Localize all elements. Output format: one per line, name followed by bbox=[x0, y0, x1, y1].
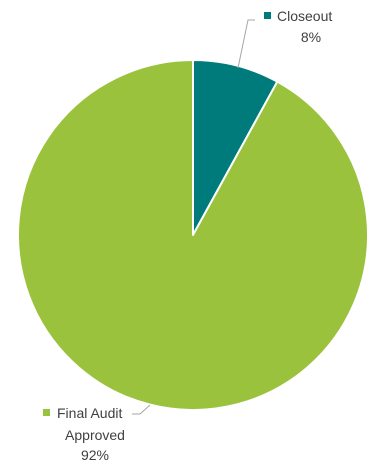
slice-label-final-audit-approved-line2: Approved bbox=[65, 427, 125, 443]
slice-label-final-audit-approved-line1: Final Audit bbox=[57, 405, 122, 421]
legend-marker-final-audit-approved bbox=[43, 409, 50, 416]
leader-line-final-audit-approved bbox=[132, 404, 151, 415]
slice-value-final-audit-approved: 92% bbox=[81, 447, 109, 463]
leader-line-closeout bbox=[237, 19, 255, 69]
slice-value-closeout: 8% bbox=[301, 29, 321, 45]
legend-marker-closeout bbox=[264, 12, 271, 19]
pie-slices bbox=[16, 59, 369, 411]
pie-slice-final-audit-approved bbox=[16, 59, 369, 411]
pie-labels: Closeout 8% Final Audit Approved 92% bbox=[43, 8, 332, 463]
slice-label-closeout: Closeout bbox=[277, 8, 332, 24]
